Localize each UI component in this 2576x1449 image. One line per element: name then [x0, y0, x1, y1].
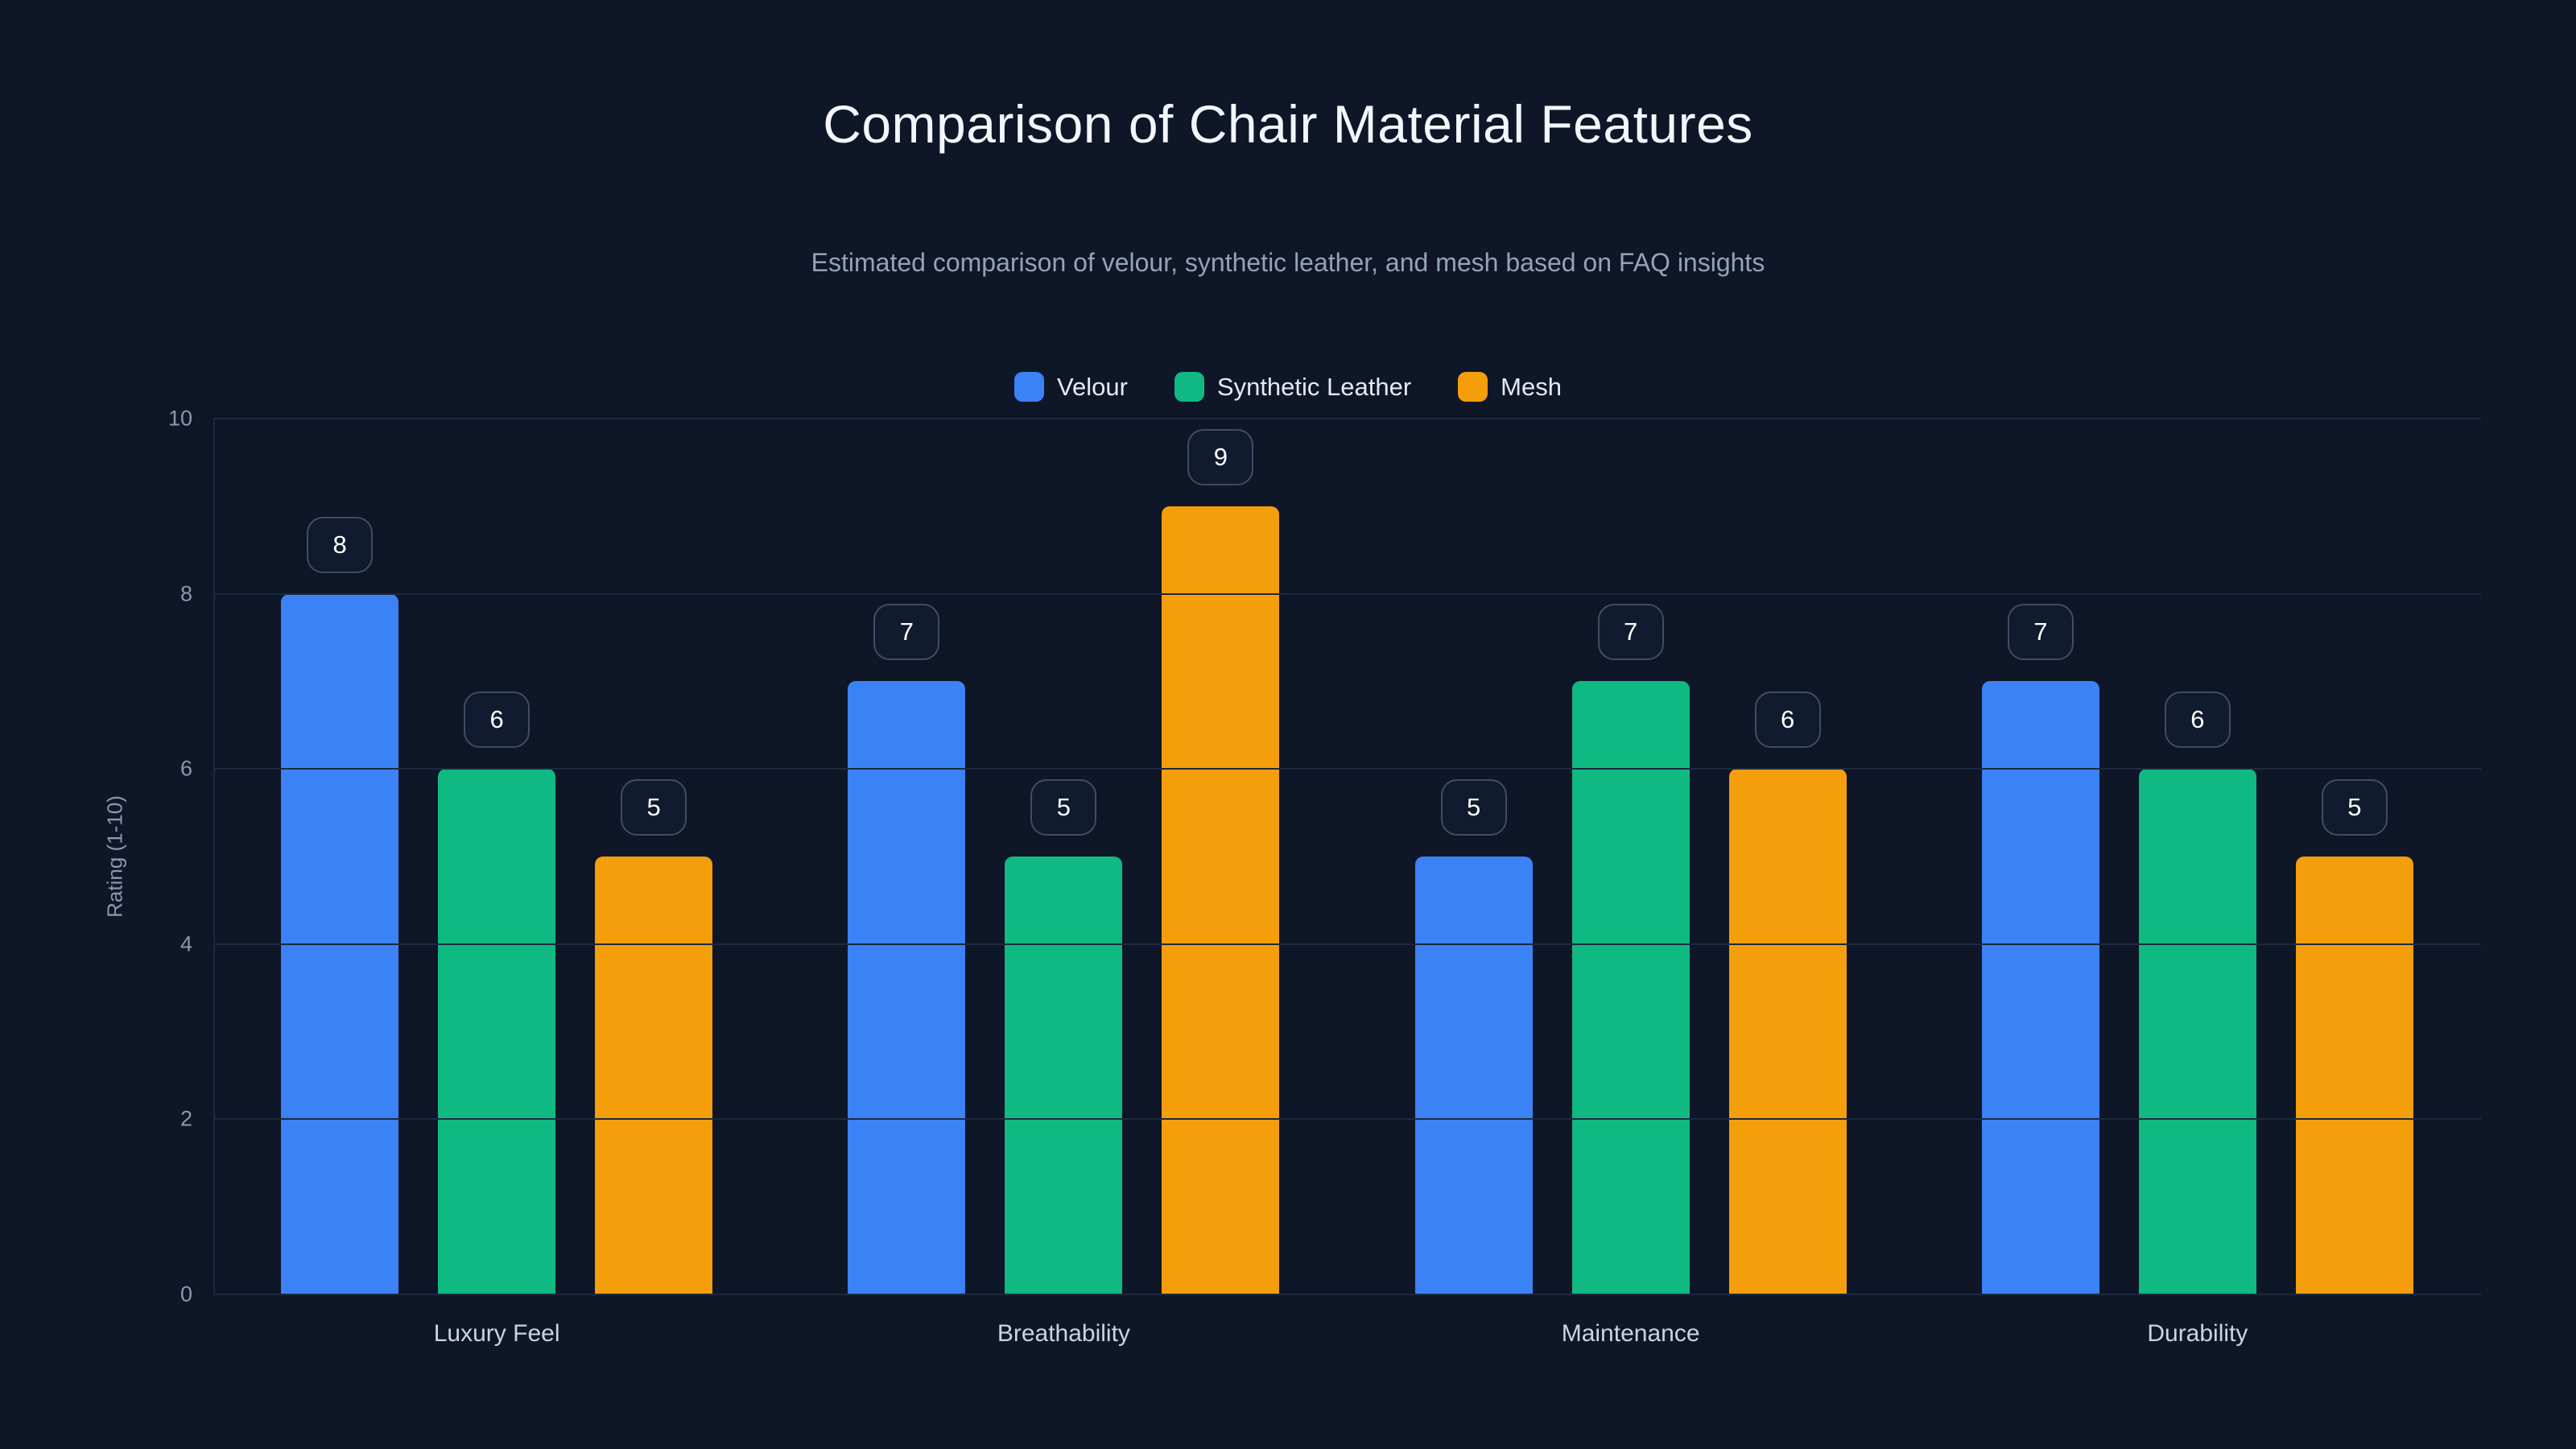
bar-wrap-breathability-velour: 7: [848, 419, 966, 1294]
bar-wrap-breathability-synthetic-leather: 5: [1005, 419, 1123, 1294]
x-axis-label-luxury-feel: Luxury Feel: [433, 1320, 560, 1347]
y-axis-line: [213, 419, 215, 1294]
bar-synthetic-leather: [1571, 681, 1690, 1294]
bar-group-luxury-feel: 8 6 5: [281, 419, 713, 1294]
bar-wrap-maintenance-synthetic-leather: 7: [1571, 419, 1690, 1294]
gridline-y-2: [213, 1118, 2481, 1121]
y-tick-label-10: 10: [167, 406, 192, 431]
legend-swatch-mesh: [1458, 372, 1488, 402]
gridline-y-10: [213, 418, 2481, 419]
plot-area: 8 6 5 7 5 9 5 7 6 7 6 5 0 2 4 6 8 10: [168, 407, 2481, 1305]
y-axis-title: Rating (1-10): [102, 795, 127, 918]
value-label: 7: [873, 604, 940, 661]
bar-group-maintenance: 5 7 6: [1414, 419, 1847, 1294]
value-label: 6: [464, 691, 530, 749]
chart-title: Comparison of Chair Material Features: [823, 94, 1753, 154]
value-label: 8: [307, 516, 374, 573]
bar-wrap-maintenance-velour: 5: [1414, 419, 1533, 1294]
value-label: 7: [1597, 604, 1664, 661]
x-axis-label-durability: Durability: [2147, 1320, 2248, 1347]
legend-item-velour: Velour: [1014, 372, 1128, 402]
bar-synthetic-leather: [2138, 769, 2256, 1294]
gridline-y-6: [213, 768, 2481, 770]
value-label: 5: [621, 779, 687, 836]
x-axis-label-breathability: Breathability: [997, 1320, 1130, 1347]
chart-subtitle: Estimated comparison of velour, syntheti…: [811, 248, 1765, 277]
legend-label: Velour: [1057, 372, 1128, 401]
value-label: 5: [2321, 779, 2388, 836]
gridline-y-0: [213, 1294, 2481, 1295]
value-label: 6: [1754, 691, 1821, 749]
value-label: 7: [2007, 604, 2074, 661]
bar-wrap-durability-velour: 7: [1981, 419, 2099, 1294]
y-tick-label-0: 0: [180, 1282, 192, 1307]
x-axis-label-maintenance: Maintenance: [1561, 1320, 1700, 1347]
value-label: 6: [2164, 691, 2231, 749]
legend-item-mesh: Mesh: [1458, 372, 1562, 402]
bar-group-durability: 7 6 5: [1981, 419, 2413, 1294]
legend: Velour Synthetic Leather Mesh: [0, 372, 2576, 402]
legend-swatch-velour: [1014, 372, 1044, 402]
bar-mesh: [1728, 769, 1847, 1294]
bar-wrap-breathability-mesh: 9: [1162, 419, 1280, 1294]
bar-mesh: [2295, 857, 2413, 1294]
gridline-y-4: [213, 943, 2481, 945]
value-label: 9: [1187, 428, 1254, 485]
bar-velour: [848, 681, 966, 1294]
y-tick-label-2: 2: [180, 1106, 192, 1131]
bar-synthetic-leather: [1005, 857, 1123, 1294]
legend-item-synthetic-leather: Synthetic Leather: [1174, 372, 1411, 402]
bar-mesh: [1162, 506, 1280, 1294]
bar-wrap-luxury-feel-synthetic-leather: 6: [438, 419, 556, 1294]
x-axis-labels: Luxury Feel Breathability Maintenance Durab…: [213, 1320, 2481, 1348]
bar-synthetic-leather: [438, 769, 556, 1294]
y-tick-label-4: 4: [180, 931, 192, 956]
value-label: 5: [1440, 779, 1507, 836]
bar-wrap-durability-mesh: 5: [2295, 419, 2413, 1294]
bar-velour: [1414, 857, 1533, 1294]
y-tick-label-8: 8: [180, 581, 192, 606]
y-tick-label-6: 6: [180, 756, 192, 781]
legend-swatch-synthetic-leather: [1174, 372, 1204, 402]
bar-group-breathability: 7 5 9: [848, 419, 1280, 1294]
legend-label: Mesh: [1501, 372, 1562, 401]
gridline-y-8: [213, 592, 2481, 595]
bar-wrap-luxury-feel-mesh: 5: [595, 419, 713, 1294]
legend-label: Synthetic Leather: [1216, 372, 1412, 401]
bar-wrap-luxury-feel-velour: 8: [281, 419, 399, 1294]
value-label: 5: [1030, 779, 1097, 836]
bar-wrap-maintenance-mesh: 6: [1728, 419, 1847, 1294]
bar-groups: 8 6 5 7 5 9 5 7 6 7 6 5: [213, 419, 2481, 1294]
bar-velour: [1981, 681, 2099, 1294]
bar-mesh: [595, 857, 713, 1294]
bar-wrap-durability-synthetic-leather: 6: [2138, 419, 2256, 1294]
